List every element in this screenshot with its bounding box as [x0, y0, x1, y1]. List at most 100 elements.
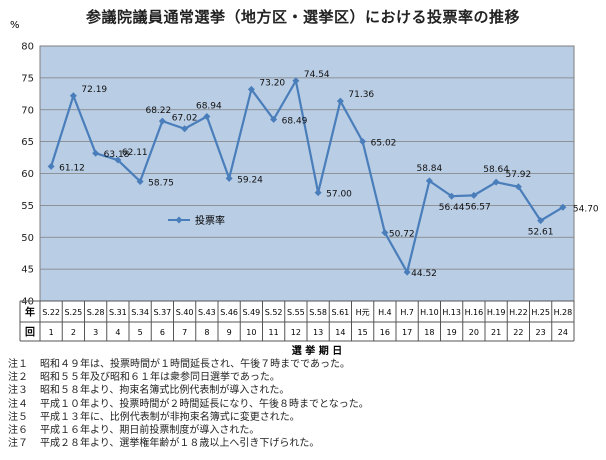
footnote-label: 注１	[8, 359, 28, 370]
y-axis-ticks: 40 45 50 55 60 65 70 75 80	[21, 42, 34, 308]
data-point	[492, 178, 500, 186]
round-label: 21	[491, 328, 501, 337]
legend: 投票率	[168, 214, 225, 227]
y-tick-label: 65	[21, 137, 34, 148]
round-label: 12	[291, 328, 301, 337]
data-point	[403, 268, 411, 276]
chart-title: 参議院議員通常選挙（地方区・選挙区）における投票率の推移	[85, 8, 520, 26]
x-tick-label: H.25	[531, 308, 550, 317]
data-point	[359, 137, 367, 145]
footnote-label: 注５	[8, 411, 28, 423]
footnote-label: 注２	[8, 372, 28, 384]
x-tick-label: S.46	[220, 308, 238, 317]
round-label: 1	[49, 328, 54, 337]
round-label: 6	[160, 328, 165, 337]
x-tick-label: S.31	[109, 308, 127, 317]
round-label: 24	[558, 328, 568, 337]
footnote-text: 平成２８年より、選挙権年齢が１８歳以上へ引き下げられた。	[40, 438, 320, 450]
data-label: 59.24	[237, 175, 263, 185]
x-tick-label: H.16	[465, 308, 484, 317]
footnote: 注３ 昭和５８年より、拘束名簿式比例代表制が導入された。	[8, 384, 369, 397]
x-tick-label: S.40	[176, 308, 194, 317]
x-tick-label: S.34	[131, 308, 149, 317]
y-tick-label: 55	[21, 201, 34, 212]
data-point	[158, 117, 166, 125]
data-label: 54.70	[573, 204, 599, 214]
data-point	[69, 92, 77, 100]
round-label: 3	[93, 328, 98, 337]
gridlines	[40, 77, 574, 270]
data-point	[425, 177, 433, 185]
footnote-text: 昭和５５年及び昭和６１年は衆参同日選挙であった。	[40, 372, 280, 384]
data-point	[136, 177, 144, 185]
x-tick-label: S.22	[42, 308, 60, 317]
data-label: 57.00	[326, 190, 352, 200]
round-label: 20	[469, 328, 479, 337]
x-tick-label: S.25	[64, 308, 82, 317]
y-tick-label: 45	[21, 265, 34, 276]
data-label: 58.64	[483, 165, 509, 175]
x-tick-label: H.4	[378, 308, 392, 317]
data-point	[47, 162, 55, 170]
data-point	[381, 229, 389, 237]
y-axis-unit-label: %	[10, 20, 20, 31]
x-tick-label: H.10	[420, 308, 439, 317]
footnote: 注１ 昭和４９年は、投票時間が１時間延長され、午後７時までであった。	[8, 358, 369, 371]
data-label: 63.18	[104, 150, 130, 160]
data-label: 65.02	[371, 138, 397, 148]
data-point	[181, 125, 189, 133]
data-label: 74.54	[304, 70, 330, 80]
data-label: 57.92	[505, 170, 531, 180]
round-row-label: 回	[25, 327, 35, 339]
footnote: 注５ 平成１３年に、比例代表制が非拘束名簿式に変更された。	[8, 411, 369, 424]
data-label: 44.52	[411, 269, 437, 279]
x-tick-label: S.28	[87, 308, 105, 317]
y-tick-label: 60	[21, 169, 34, 180]
data-label: 58.75	[148, 178, 174, 188]
footnote-label: 注３	[8, 385, 28, 397]
x-tick-label: H.22	[509, 308, 528, 317]
x-tick-label: S.55	[287, 308, 305, 317]
data-point	[225, 174, 233, 182]
footnotes: 注１ 昭和４９年は、投票時間が１時間延長され、午後７時までであった。注２ 昭和５５年…	[8, 358, 369, 450]
round-label: 11	[269, 328, 279, 337]
x-tick-label: S.43	[198, 308, 216, 317]
data-label: 61.12	[59, 163, 85, 173]
data-label: 72.19	[81, 85, 107, 95]
data-label: 56.57	[465, 202, 491, 212]
round-label: 7	[182, 328, 187, 337]
round-label: 18	[424, 328, 434, 337]
series-line	[50, 77, 564, 276]
y-tick-label: 40	[21, 297, 34, 308]
footnote-text: 平成１３年に、比例代表制が非拘束名簿式に変更された。	[40, 411, 300, 423]
round-label: 16	[380, 328, 390, 337]
data-point	[270, 115, 278, 123]
data-point	[559, 203, 567, 211]
round-label: 2	[71, 328, 76, 337]
footnote-text: 昭和４９年は、投票時間が１時間延長され、午後７時までであった。	[40, 359, 350, 370]
x-tick-label: H.28	[554, 308, 573, 317]
data-label: 56.44	[439, 203, 465, 213]
round-label: 15	[358, 328, 368, 337]
round-label: 23	[536, 328, 546, 337]
year-row-label: 年	[25, 306, 35, 319]
y-tick-label: 70	[21, 105, 34, 116]
round-label: 10	[246, 328, 256, 337]
data-point	[537, 217, 545, 225]
footnote: 注４ 平成１０年より、投票時間が２時間延長になり、午後８時までとなった。	[8, 398, 369, 411]
data-label: 50.72	[389, 230, 415, 240]
data-label: 58.84	[416, 164, 442, 174]
round-label: 19	[447, 328, 457, 337]
data-point	[448, 192, 456, 200]
data-point	[92, 149, 100, 157]
data-label: 73.20	[259, 78, 285, 88]
data-point	[336, 97, 344, 105]
footnote-label: 注６	[8, 425, 28, 437]
x-axis-label: 選 挙 期 日	[292, 344, 342, 357]
round-label: 9	[227, 328, 232, 337]
footnote-label: 注４	[8, 398, 28, 410]
round-label: 4	[115, 328, 120, 337]
legend-marker	[175, 216, 183, 224]
x-tick-label: H元	[356, 308, 370, 317]
